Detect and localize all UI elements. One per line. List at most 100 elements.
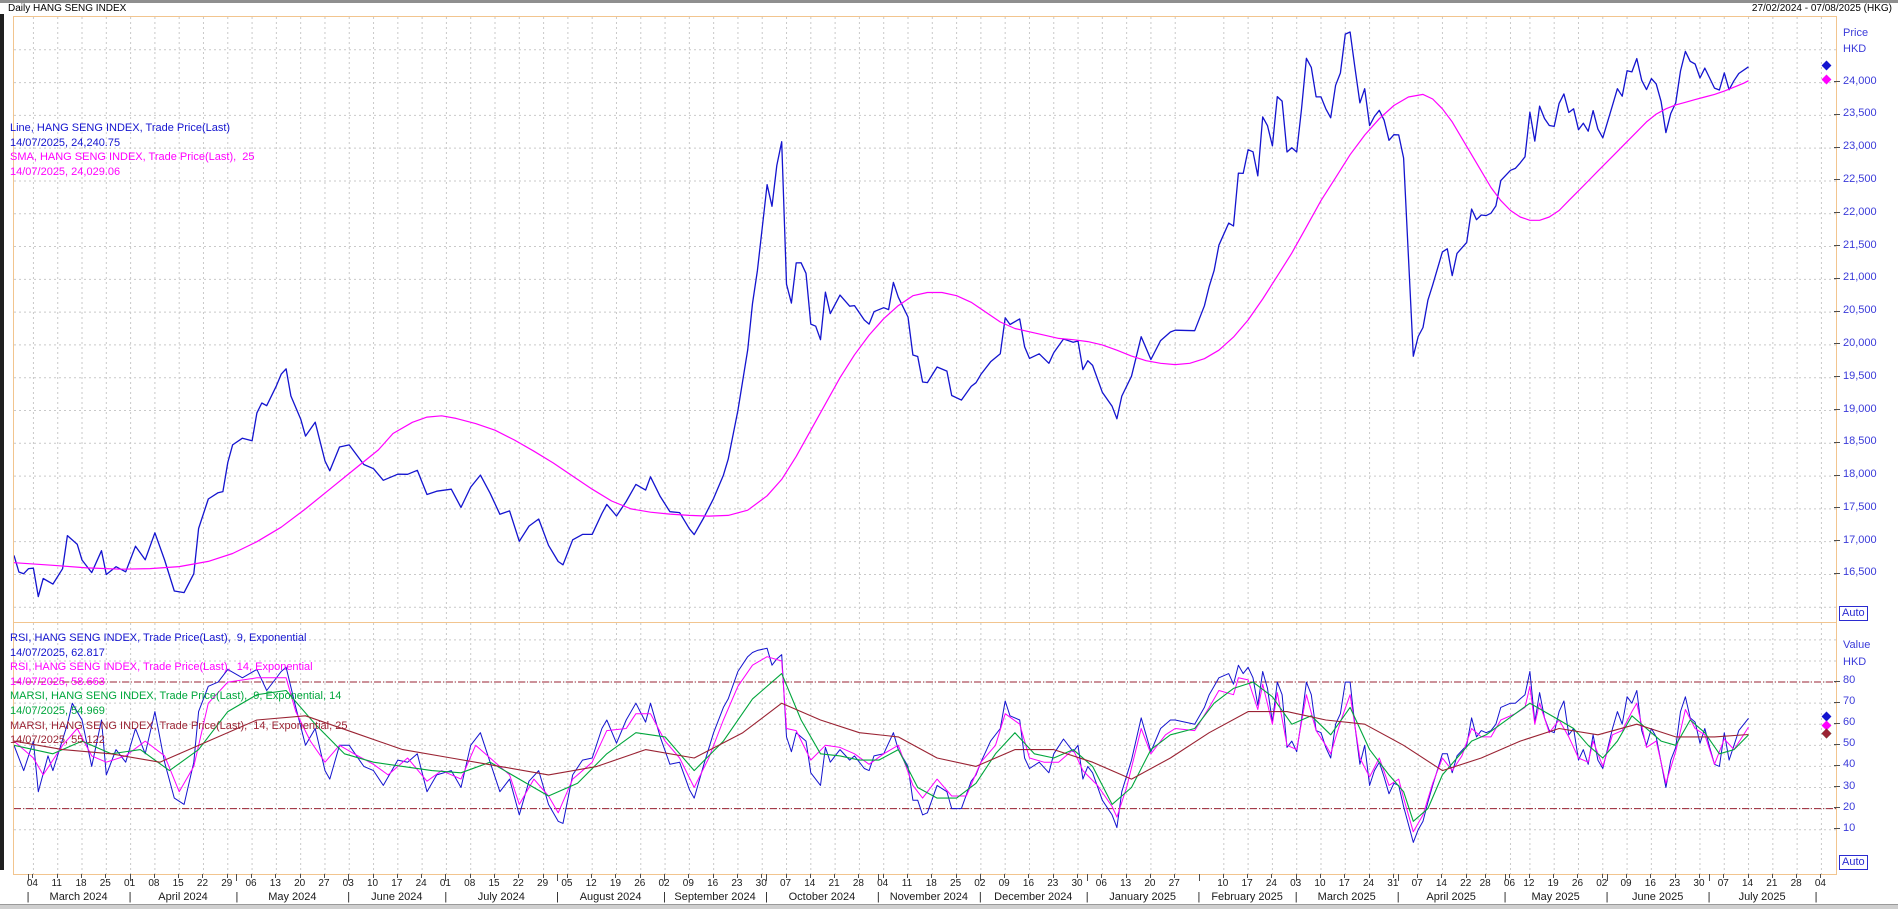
day-tick-label: 10 <box>1314 878 1326 889</box>
x-axis-week-tick <box>639 874 641 878</box>
day-tick-label: 13 <box>1120 878 1132 889</box>
window-top-border <box>0 0 1898 3</box>
day-tick-label: 24 <box>1265 878 1277 889</box>
day-tick-label: 23 <box>1669 878 1681 889</box>
y-axis-tick <box>1834 113 1840 115</box>
day-tick-label: 10 <box>366 878 379 889</box>
price-chart-area[interactable] <box>13 16 1837 624</box>
page-title: Daily HANG SENG INDEX <box>8 3 127 14</box>
day-tick-label: 22 <box>196 878 209 889</box>
day-tick-label: 12 <box>585 878 597 889</box>
x-axis-week-tick <box>785 874 787 878</box>
x-axis-month-tick <box>1198 874 1200 881</box>
price-axis-auto-button[interactable]: Auto <box>1839 606 1868 621</box>
day-tick-label: 24 <box>415 878 427 889</box>
y-axis-tick <box>1834 81 1840 83</box>
x-axis-week-tick <box>712 874 714 878</box>
x-axis-week-tick <box>251 874 253 878</box>
y-axis-tick-label: 22,500 <box>1843 172 1877 185</box>
x-axis-week-tick <box>1601 874 1603 878</box>
y-axis-tick <box>1834 807 1840 809</box>
day-tick-label: 09 <box>1620 878 1632 889</box>
day-tick-label: 21 <box>828 878 840 889</box>
month-label: January 2025 <box>1109 891 1176 903</box>
y-axis-tick-label: 21,500 <box>1843 238 1877 251</box>
price-series-price_line <box>14 31 1749 598</box>
day-tick-label: 10 <box>1217 878 1229 889</box>
y-axis-tick-label: 80 <box>1843 674 1856 687</box>
rsi-axis-auto-button[interactable]: Auto <box>1839 855 1868 870</box>
month-label: June 2024 <box>371 891 423 903</box>
day-tick-label: 16 <box>1644 878 1656 889</box>
day-tick-label: 14 <box>1435 878 1447 889</box>
y-axis-tick <box>1834 507 1840 509</box>
y-axis-tick <box>1834 179 1840 181</box>
day-tick-label: 02 <box>974 878 986 889</box>
x-axis-week-tick <box>1674 874 1676 878</box>
day-tick-label: 09 <box>998 878 1010 889</box>
day-tick-label: 20 <box>1144 878 1156 889</box>
day-tick-label: 06 <box>1095 878 1107 889</box>
window-left-border <box>0 14 4 870</box>
day-tick-label: 17 <box>1241 878 1253 889</box>
month-label: September 2024 <box>674 891 756 903</box>
x-axis-week-tick <box>1485 874 1487 878</box>
x-axis-week-tick <box>32 874 34 878</box>
day-tick-label: 28 <box>852 878 864 889</box>
day-tick-label: 28 <box>1790 878 1802 889</box>
x-axis-week-tick <box>542 874 544 878</box>
day-tick-label: 19 <box>1547 878 1559 889</box>
month-separator: | <box>1707 891 1711 903</box>
month-separator: | <box>26 891 30 903</box>
rsi-series-marsi9 <box>14 673 1749 822</box>
month-label: May 2024 <box>268 891 317 903</box>
day-tick-label: 28 <box>1479 878 1491 889</box>
day-tick-label: 13 <box>269 878 281 889</box>
month-label: November 2024 <box>889 891 968 903</box>
x-axis-week-tick <box>688 874 690 878</box>
x-axis-week-tick <box>761 874 763 878</box>
month-label: December 2024 <box>994 891 1073 903</box>
day-tick-label: 29 <box>537 878 549 889</box>
y-axis-tick <box>1834 245 1840 247</box>
day-tick-label: 22 <box>512 878 524 889</box>
y-axis-tick <box>1834 146 1840 148</box>
day-tick-label: 26 <box>1571 878 1584 889</box>
day-tick-label: 09 <box>682 878 694 889</box>
y-axis-tick-label: 20 <box>1843 800 1856 813</box>
x-axis-week-tick <box>1125 874 1127 878</box>
day-tick-label: 29 <box>221 878 233 889</box>
x-axis-week-tick <box>56 874 58 878</box>
x-axis-week-tick <box>1796 874 1798 878</box>
x-axis-week-tick <box>1626 874 1628 878</box>
y-axis-tick-label: 19,000 <box>1843 402 1877 415</box>
month-label: October 2024 <box>788 891 856 903</box>
x-axis-week-tick <box>494 874 495 878</box>
x-axis-week-tick <box>153 874 155 878</box>
month-separator: | <box>556 891 560 903</box>
day-tick-label: 08 <box>464 878 476 889</box>
x-axis-week-tick <box>1319 874 1321 878</box>
y-axis-tick <box>1834 441 1840 443</box>
day-tick-label: 26 <box>634 878 646 889</box>
y-axis-tick-label: 60 <box>1843 716 1856 729</box>
y-axis-tick <box>1834 828 1840 830</box>
x-axis-week-tick <box>202 874 204 878</box>
x-axis-week-tick <box>275 874 277 878</box>
y-axis-tick-label: 24,000 <box>1843 74 1877 87</box>
price-axis-unit-price: Price <box>1843 27 1869 39</box>
day-tick-label: 01 <box>124 878 136 889</box>
y-axis-tick <box>1834 343 1840 345</box>
price-axis-unit-hkd: HKD <box>1843 43 1867 55</box>
x-axis-week-tick <box>1650 874 1652 878</box>
x-axis-week-tick <box>736 874 738 878</box>
x-axis-week-tick <box>955 874 957 878</box>
y-axis-tick-label: 21,000 <box>1843 271 1877 284</box>
x-axis-month-tick <box>27 874 29 881</box>
day-tick-label: 14 <box>1741 878 1754 889</box>
rsi-chart-area[interactable] <box>13 622 1837 875</box>
day-tick-label: 31 <box>1387 878 1399 889</box>
y-axis-tick-label: 23,000 <box>1843 140 1877 153</box>
month-label: August 2024 <box>579 891 642 903</box>
month-separator: | <box>1085 891 1089 903</box>
